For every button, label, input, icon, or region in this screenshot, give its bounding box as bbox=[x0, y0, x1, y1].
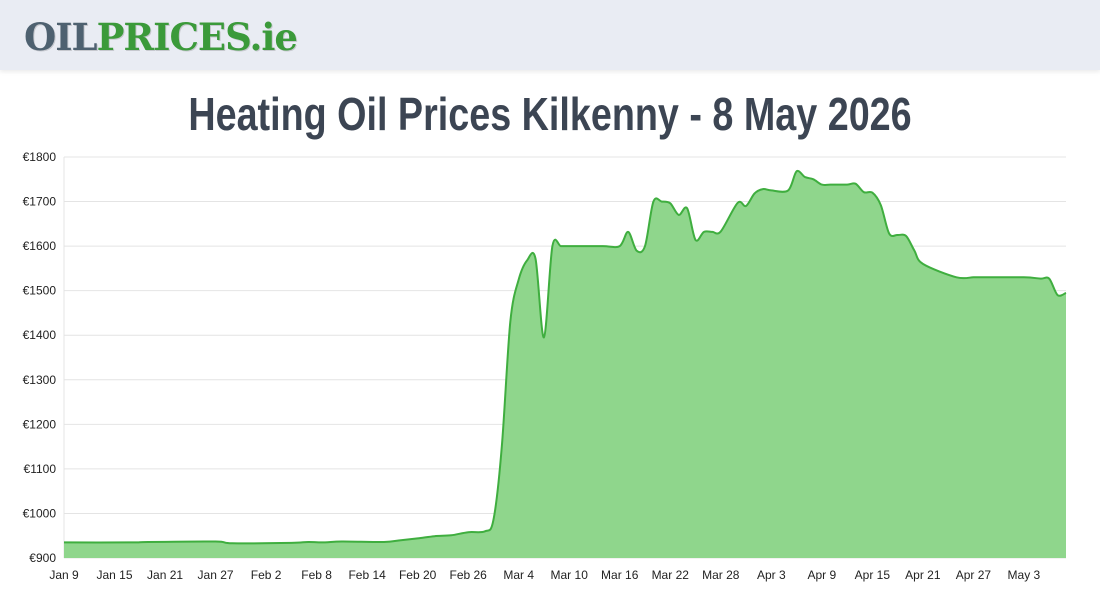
x-tick-label: Jan 9 bbox=[49, 568, 79, 582]
x-tick-label: Mar 22 bbox=[652, 568, 690, 582]
logo-text-prices: PRICES bbox=[96, 15, 251, 59]
x-tick-label: Apr 15 bbox=[855, 568, 891, 582]
y-tick-label: €1600 bbox=[23, 239, 57, 253]
y-tick-label: €1700 bbox=[23, 195, 57, 209]
site-logo[interactable]: OILPRICES.ie bbox=[24, 14, 298, 60]
logo-text-oil: OIL bbox=[24, 15, 98, 59]
price-area bbox=[64, 170, 1066, 558]
x-tick-label: Apr 3 bbox=[757, 568, 786, 582]
y-tick-label: €1400 bbox=[23, 328, 57, 342]
y-tick-label: €1300 bbox=[23, 373, 57, 387]
y-tick-label: €900 bbox=[29, 551, 56, 565]
price-line bbox=[63, 169, 1067, 545]
x-tick-label: Apr 27 bbox=[956, 568, 992, 582]
x-tick-label: Apr 9 bbox=[807, 568, 836, 582]
y-tick-label: €1200 bbox=[23, 417, 57, 431]
x-axis-ticks: Jan 9 Jan 15 Jan 21 Jan 27 Feb 2 Feb 8 Feb 14 F… bbox=[49, 568, 1040, 582]
y-tick-label: €1800 bbox=[23, 150, 57, 164]
site-header: OILPRICES.ie bbox=[0, 0, 1100, 70]
chart-title: Heating Oil Prices Kilkenny - 8 May 2026 bbox=[188, 88, 912, 140]
y-tick-label: €1500 bbox=[23, 284, 57, 298]
x-tick-label: Feb 2 bbox=[251, 568, 282, 582]
x-tick-label: Feb 26 bbox=[449, 568, 487, 582]
x-tick-label: Jan 27 bbox=[198, 568, 234, 582]
x-tick-label: Feb 8 bbox=[301, 568, 332, 582]
x-tick-label: Apr 21 bbox=[905, 568, 941, 582]
y-tick-label: €1100 bbox=[24, 462, 57, 476]
x-tick-label: Mar 10 bbox=[551, 568, 589, 582]
x-tick-label: Mar 4 bbox=[503, 568, 534, 582]
y-axis-ticks: €900 €1000 €1100 €1200 €1300 €1400 €1500 €1600 €… bbox=[23, 150, 57, 565]
y-tick-label: €1000 bbox=[23, 506, 57, 520]
logo-text-ie: .ie bbox=[249, 15, 298, 59]
x-tick-label: Mar 16 bbox=[601, 568, 639, 582]
x-tick-label: May 3 bbox=[1008, 568, 1041, 582]
x-tick-label: Jan 15 bbox=[97, 568, 133, 582]
x-tick-label: Jan 21 bbox=[147, 568, 183, 582]
x-tick-label: Mar 28 bbox=[702, 568, 740, 582]
x-tick-label: Feb 14 bbox=[348, 568, 386, 582]
x-tick-label: Feb 20 bbox=[399, 568, 437, 582]
